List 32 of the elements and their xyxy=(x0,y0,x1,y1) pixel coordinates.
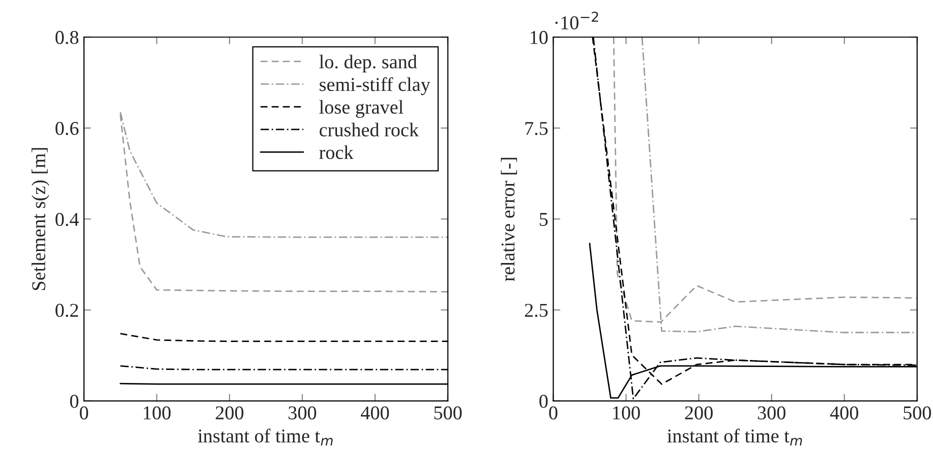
x-tick-label: 0 xyxy=(549,406,558,420)
y-axis-title: Setlement s(z) [m] xyxy=(32,148,50,290)
y-tick-label: 0 xyxy=(70,394,78,408)
x-tick-label: 400 xyxy=(830,406,858,420)
x-tick-label: 300 xyxy=(758,406,786,420)
x-tick-label: 100 xyxy=(144,406,171,420)
legend-label: rock xyxy=(319,145,354,160)
x-tick-label: 400 xyxy=(360,406,389,420)
y-tick-label: 0 xyxy=(539,394,548,408)
y-tick-label: 5 xyxy=(540,213,548,226)
x-axis-title: instant of time t$_{m}$ xyxy=(198,428,333,446)
y-tick-label: 0.6 xyxy=(56,122,79,136)
text: ·10$^{−2}$ xyxy=(555,12,598,30)
legend-label: lo. dep. sand xyxy=(319,54,417,72)
x-tick-label: 500 xyxy=(904,406,931,420)
x-tick-label: 0 xyxy=(80,406,88,420)
y-tick-label: 7.5 xyxy=(525,122,548,136)
y-axis-title: relative error [-] xyxy=(500,158,518,282)
x-tick-label: 300 xyxy=(288,406,316,420)
x-tick-label: 500 xyxy=(434,406,462,420)
y-tick-label: 0.4 xyxy=(56,212,79,226)
x-tick-label: 100 xyxy=(613,406,640,420)
y-tick-label: 0.2 xyxy=(56,304,78,317)
legend-label: lose gravel xyxy=(319,100,404,118)
y-tick-label: 10 xyxy=(530,30,548,44)
x-tick-label: 200 xyxy=(216,406,244,420)
y-tick-label: 2.5 xyxy=(524,304,548,317)
legend-label: crushed rock xyxy=(320,122,419,136)
legend-label: semi-stiff clay xyxy=(320,77,430,96)
y-tick-label: 0.8 xyxy=(56,30,78,44)
x-tick-label: 200 xyxy=(685,406,713,420)
x-axis-title: instant of time t$_{m}$ xyxy=(667,428,802,446)
